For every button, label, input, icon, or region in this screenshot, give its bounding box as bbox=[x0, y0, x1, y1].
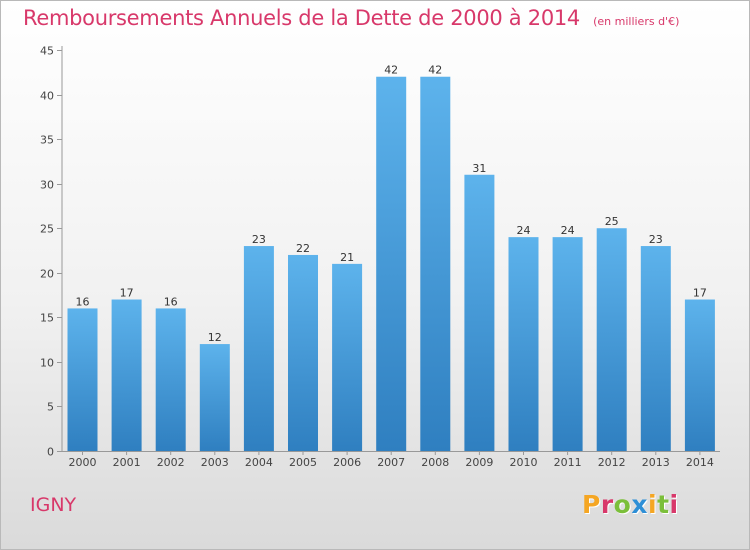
bar-2014 bbox=[684, 299, 715, 451]
x-tick-label: 2008 bbox=[421, 456, 449, 469]
data-label: 24 bbox=[517, 224, 531, 237]
data-label: 23 bbox=[649, 233, 663, 246]
x-tick-label: 2005 bbox=[289, 456, 317, 469]
bar-2001 bbox=[111, 299, 142, 451]
logo-letter: i bbox=[669, 490, 679, 519]
bar-2008 bbox=[420, 76, 451, 451]
y-tick-label: 35 bbox=[40, 134, 54, 147]
logo-letter: o bbox=[613, 490, 632, 519]
logo-letter: x bbox=[631, 490, 648, 519]
bar-2002 bbox=[155, 308, 186, 451]
data-label: 23 bbox=[252, 233, 266, 246]
bar-2011 bbox=[552, 237, 583, 451]
data-label: 16 bbox=[76, 295, 90, 308]
data-labels: 16 17 16 12 23 22 21 42 42 31 24 24 25 23 17 bbox=[76, 64, 707, 344]
bar-2013 bbox=[640, 246, 671, 451]
bar-2012 bbox=[596, 228, 627, 451]
axes: 0 5 10 15 20 25 30 35 40 45 2000 2001 2002 2003 2004 20… bbox=[40, 45, 720, 469]
data-label: 17 bbox=[120, 287, 134, 300]
data-label: 12 bbox=[208, 331, 222, 344]
proxiti-logo: Proxiti bbox=[582, 490, 679, 519]
x-tick-label: 2010 bbox=[510, 456, 538, 469]
data-label: 22 bbox=[296, 242, 310, 255]
y-tick-label: 10 bbox=[40, 357, 54, 370]
x-tick-label: 2001 bbox=[113, 456, 141, 469]
y-tick-label: 5 bbox=[47, 401, 54, 414]
x-tick-label: 2004 bbox=[245, 456, 273, 469]
y-tick-label: 0 bbox=[47, 446, 54, 459]
data-label: 16 bbox=[164, 295, 178, 308]
x-tick-label: 2002 bbox=[157, 456, 185, 469]
bar-2003 bbox=[199, 344, 230, 451]
commune-name: IGNY bbox=[30, 494, 77, 516]
x-tick-label: 2009 bbox=[465, 456, 493, 469]
logo-letter: r bbox=[600, 490, 614, 519]
logo-letter: i bbox=[648, 490, 658, 519]
y-tick-label: 40 bbox=[40, 90, 54, 103]
bar-2000 bbox=[67, 308, 98, 451]
data-label: 42 bbox=[428, 64, 442, 77]
data-label: 42 bbox=[384, 64, 398, 77]
x-tick-label: 2000 bbox=[69, 456, 97, 469]
x-tick-label: 2014 bbox=[686, 456, 714, 469]
y-tick-label: 25 bbox=[40, 223, 54, 236]
data-label: 21 bbox=[340, 251, 354, 264]
bar-2010 bbox=[508, 237, 539, 451]
x-tick-label: 2011 bbox=[554, 456, 582, 469]
bar-2006 bbox=[332, 263, 363, 451]
data-label: 31 bbox=[472, 162, 486, 175]
chart-unit: (en milliers d'€) bbox=[593, 15, 680, 28]
logo-letter: P bbox=[582, 490, 601, 519]
x-tick-label: 2007 bbox=[377, 456, 405, 469]
title-block: Remboursements Annuels de la Dette de 20… bbox=[23, 6, 679, 30]
data-label: 24 bbox=[561, 224, 575, 237]
x-tick-label: 2003 bbox=[201, 456, 229, 469]
x-tick-label: 2006 bbox=[333, 456, 361, 469]
y-tick-label: 45 bbox=[40, 45, 54, 58]
bar-2004 bbox=[243, 246, 274, 451]
bar-2009 bbox=[464, 174, 495, 451]
chart-title: Remboursements Annuels de la Dette de 20… bbox=[23, 6, 580, 30]
logo-letter: t bbox=[657, 490, 670, 519]
data-label: 17 bbox=[693, 287, 707, 300]
y-tick-label: 15 bbox=[40, 312, 54, 325]
bar-2005 bbox=[288, 254, 318, 451]
y-tick-label: 30 bbox=[40, 179, 54, 192]
x-tick-label: 2013 bbox=[642, 456, 670, 469]
y-tick-label: 20 bbox=[40, 268, 54, 281]
bars bbox=[67, 76, 715, 451]
data-label: 25 bbox=[605, 215, 619, 228]
x-tick-label: 2012 bbox=[598, 456, 626, 469]
bar-2007 bbox=[376, 76, 407, 451]
